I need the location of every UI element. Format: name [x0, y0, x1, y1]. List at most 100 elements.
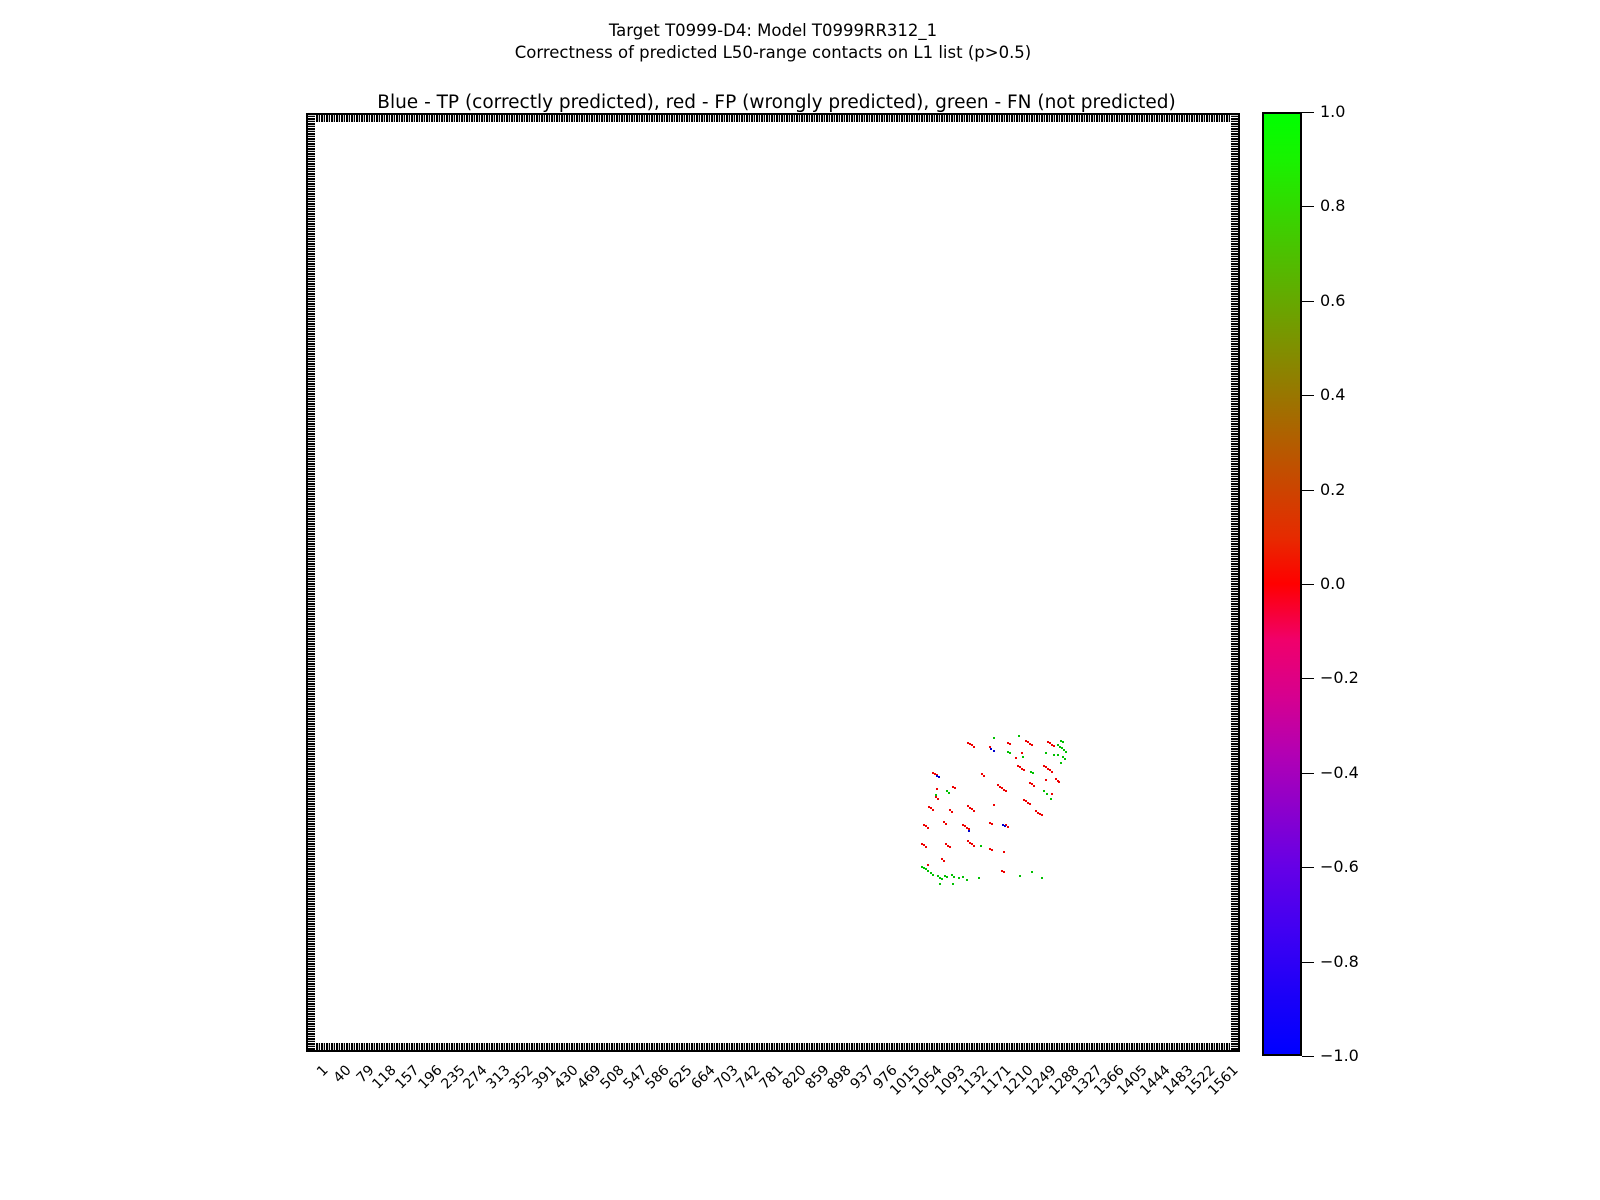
contact-point [948, 792, 950, 794]
contact-point [1018, 735, 1020, 737]
contact-point [1047, 768, 1049, 770]
contact-point [952, 883, 954, 885]
contact-point [1029, 743, 1031, 745]
contact-point [928, 806, 930, 808]
contact-point [1005, 790, 1007, 792]
contact-point [1007, 742, 1009, 744]
figure-title-line-2: Correctness of predicted L50-range conta… [514, 43, 1032, 62]
contact-point [953, 876, 955, 878]
colorbar-tick-label: −0.8 [1320, 951, 1359, 971]
contact-point [1035, 810, 1037, 812]
contact-point [1057, 744, 1059, 746]
colorbar-tick [1302, 300, 1314, 302]
axis-ticks-bottom [306, 1043, 1240, 1052]
contact-point [1057, 754, 1059, 756]
colorbar-tick [1302, 584, 1314, 585]
contact-point [1047, 741, 1049, 743]
colorbar-tick-label: 0.0 [1320, 574, 1346, 593]
contact-point [993, 804, 995, 806]
contact-point [966, 879, 968, 881]
colorbar-tick [1302, 867, 1314, 869]
contact-point [1043, 765, 1045, 767]
contact-point [1009, 743, 1011, 745]
colorbar-tick-label: −0.6 [1320, 857, 1359, 877]
contact-point [990, 748, 992, 750]
contact-point [927, 864, 929, 866]
axis-ticks-right [1231, 113, 1240, 1052]
contact-point [1021, 752, 1023, 754]
contact-point [1029, 803, 1031, 805]
contact-point [1062, 741, 1064, 743]
contact-point [951, 874, 953, 876]
contact-point [967, 840, 969, 842]
contact-point [971, 744, 973, 746]
contact-point [1021, 768, 1023, 770]
contact-point [993, 750, 995, 752]
contact-point [1051, 793, 1053, 795]
contact-point [1051, 744, 1053, 746]
contact-point [934, 773, 936, 775]
colorbar-tick [1302, 678, 1314, 680]
contact-point [947, 845, 949, 847]
contact-point [1059, 746, 1061, 748]
plot-border-left [306, 113, 308, 1052]
x-tick-label: 40 [330, 1062, 355, 1087]
colorbar-tick [1302, 206, 1314, 208]
contact-point [939, 883, 941, 885]
figure-title-line-1: Target T0999-D4: Model T0999RR312_1 [608, 21, 938, 40]
contact-point [1053, 745, 1055, 747]
colorbar-tick-label: −0.2 [1320, 668, 1359, 688]
colorbar-tick-label: 0.6 [1320, 290, 1346, 310]
contact-point [945, 843, 947, 845]
contact-point [983, 775, 985, 777]
contact-point [932, 874, 934, 876]
contact-point [952, 786, 954, 788]
contact-point [1049, 742, 1051, 744]
contact-point [930, 807, 932, 809]
contact-point [943, 821, 945, 823]
contact-point [978, 877, 980, 879]
contact-point [938, 776, 940, 778]
contact-point [1025, 740, 1027, 742]
x-tick-label: 1 [313, 1062, 332, 1080]
contact-point [1022, 756, 1024, 758]
colorbar-tick-label: 0.4 [1320, 385, 1346, 405]
contact-point [1053, 754, 1055, 756]
contact-point [1037, 812, 1039, 814]
contact-point [1002, 824, 1004, 826]
colorbar-tick [1302, 961, 1314, 963]
contact-point [949, 809, 951, 811]
contact-point [969, 743, 971, 745]
contact-point [993, 737, 995, 739]
plot-border-top [306, 113, 1240, 115]
contact-point [944, 875, 946, 877]
contact-point [923, 824, 925, 826]
contact-point [1043, 790, 1045, 792]
contact-point [1025, 800, 1027, 802]
contact-point [1029, 782, 1031, 784]
contact-point [968, 830, 970, 832]
contact-point [989, 822, 991, 824]
plot-border-right [1238, 113, 1240, 1052]
contact-point [981, 773, 983, 775]
contact-point [1063, 749, 1065, 751]
contact-point [973, 810, 975, 812]
contact-point [932, 809, 934, 811]
contact-point [927, 827, 929, 829]
contact-point [1060, 762, 1062, 764]
contact-point [971, 808, 973, 810]
contact-point [1003, 871, 1005, 873]
contact-point [1004, 825, 1006, 827]
contact-point [966, 827, 968, 829]
contact-point [1045, 752, 1047, 754]
contact-point [1041, 814, 1043, 816]
contact-point [973, 845, 975, 847]
contact-point [1045, 779, 1047, 781]
contact-point [1045, 766, 1047, 768]
contact-point [967, 805, 969, 807]
contact-point [936, 788, 938, 790]
contact-point [973, 746, 975, 748]
contact-point [1058, 781, 1060, 783]
axes-legend-title: Blue - TP (correctly predicted), red - F… [377, 92, 1176, 113]
